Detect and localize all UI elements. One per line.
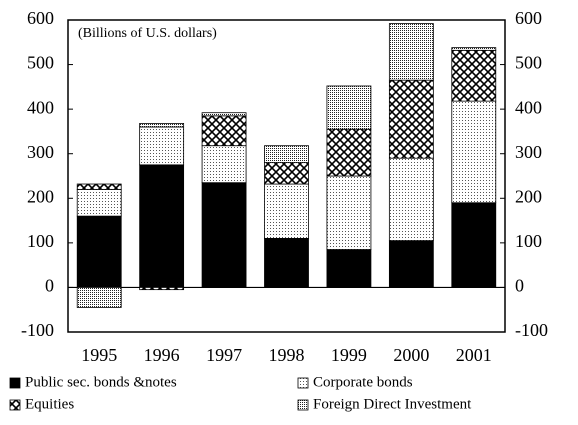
bar <box>326 85 372 130</box>
x-tick-label: 1995 <box>81 345 117 365</box>
y-tick-label: 400 <box>27 97 54 117</box>
y2-tick-label: 100 <box>515 231 542 251</box>
bar <box>388 157 434 242</box>
bar <box>451 202 497 288</box>
bar <box>388 240 434 288</box>
y2-tick-label: 400 <box>515 97 542 117</box>
legend-swatch <box>297 377 309 389</box>
bar <box>326 249 372 288</box>
legend-swatch <box>9 377 21 389</box>
bar <box>264 145 309 164</box>
legend-label: Public sec. bonds &notes <box>25 374 177 390</box>
y2-tick-label: 0 <box>515 276 524 296</box>
bar <box>388 23 434 81</box>
bar <box>139 164 185 288</box>
y-tick-label: 300 <box>27 142 54 162</box>
bar <box>264 183 309 239</box>
bar <box>201 112 247 117</box>
y-tick-label: 600 <box>27 8 54 28</box>
bar <box>76 215 122 288</box>
y2-tick-label: -100 <box>515 320 548 340</box>
bar <box>139 126 185 166</box>
y-tick-label: 100 <box>27 231 54 251</box>
bar <box>264 162 309 185</box>
y2-tick-label: 500 <box>515 53 542 73</box>
bar <box>139 123 185 128</box>
y2-tick-label: 200 <box>515 186 542 206</box>
bar <box>264 237 309 288</box>
bar <box>139 287 185 291</box>
y2-tick-label: 600 <box>515 8 542 28</box>
bar <box>388 79 434 159</box>
subtitle: (Billions of U.S. dollars) <box>78 26 217 41</box>
bar <box>76 183 122 190</box>
bar <box>326 175 372 250</box>
legend-swatch <box>9 399 21 411</box>
x-tick-label: 1997 <box>206 345 242 365</box>
y-tick-label: 500 <box>27 53 54 73</box>
bar <box>201 115 247 147</box>
bar <box>76 287 122 308</box>
bar <box>451 49 497 102</box>
bar <box>326 128 372 177</box>
legend-label: Corporate bonds <box>313 374 413 390</box>
y2-tick-label: 300 <box>515 142 542 162</box>
x-tick-label: 1998 <box>269 345 305 365</box>
bar <box>201 182 247 288</box>
bar <box>451 100 497 204</box>
plot-frame <box>67 19 506 333</box>
y-tick-label: 0 <box>45 276 54 296</box>
x-tick-label: 1999 <box>331 345 367 365</box>
bar <box>76 188 122 217</box>
y-tick-label: 200 <box>27 186 54 206</box>
y-tick-label: -100 <box>21 320 54 340</box>
legend-label: Equities <box>25 396 74 412</box>
bar <box>201 145 247 184</box>
x-tick-label: 2001 <box>456 345 492 365</box>
legend-swatch <box>297 399 309 411</box>
x-tick-label: 1996 <box>144 345 180 365</box>
legend-label: Foreign Direct Investment <box>313 396 472 412</box>
bar <box>451 47 497 51</box>
x-tick-label: 2000 <box>393 345 429 365</box>
